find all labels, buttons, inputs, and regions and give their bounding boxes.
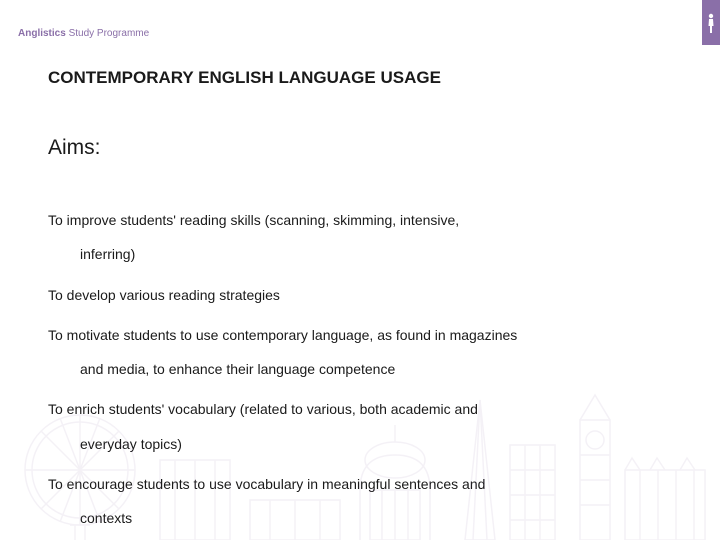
corner-badge bbox=[702, 0, 720, 45]
aims-list: To improve students' reading skills (sca… bbox=[48, 210, 672, 529]
list-item-continuation: and media, to enhance their language com… bbox=[48, 359, 672, 379]
list-item-line: To enrich students' vocabulary (related … bbox=[48, 399, 672, 419]
person-icon bbox=[706, 12, 716, 34]
list-item: To encourage students to use vocabulary … bbox=[48, 474, 672, 529]
main-content: CONTEMPORARY ENGLISH LANGUAGE USAGE Aims… bbox=[48, 68, 672, 549]
list-item-continuation: everyday topics) bbox=[48, 434, 672, 454]
programme-name-bold: Anglistics bbox=[18, 28, 66, 39]
list-item-line: To encourage students to use vocabulary … bbox=[48, 474, 672, 494]
programme-header: Anglistics Study Programme bbox=[18, 28, 149, 39]
list-item-continuation: contexts bbox=[48, 508, 672, 528]
list-item: To improve students' reading skills (sca… bbox=[48, 210, 672, 265]
list-item-line: To improve students' reading skills (sca… bbox=[48, 210, 672, 230]
list-item: To develop various reading strategies bbox=[48, 285, 672, 305]
list-item-continuation: inferring) bbox=[48, 244, 672, 264]
page-title: CONTEMPORARY ENGLISH LANGUAGE USAGE bbox=[48, 68, 672, 88]
aims-heading: Aims: bbox=[48, 136, 672, 160]
list-item-line: To develop various reading strategies bbox=[48, 285, 672, 305]
list-item-line: To motivate students to use contemporary… bbox=[48, 325, 672, 345]
programme-name-light: Study Programme bbox=[66, 28, 149, 39]
list-item: To enrich students' vocabulary (related … bbox=[48, 399, 672, 454]
list-item: To motivate students to use contemporary… bbox=[48, 325, 672, 380]
